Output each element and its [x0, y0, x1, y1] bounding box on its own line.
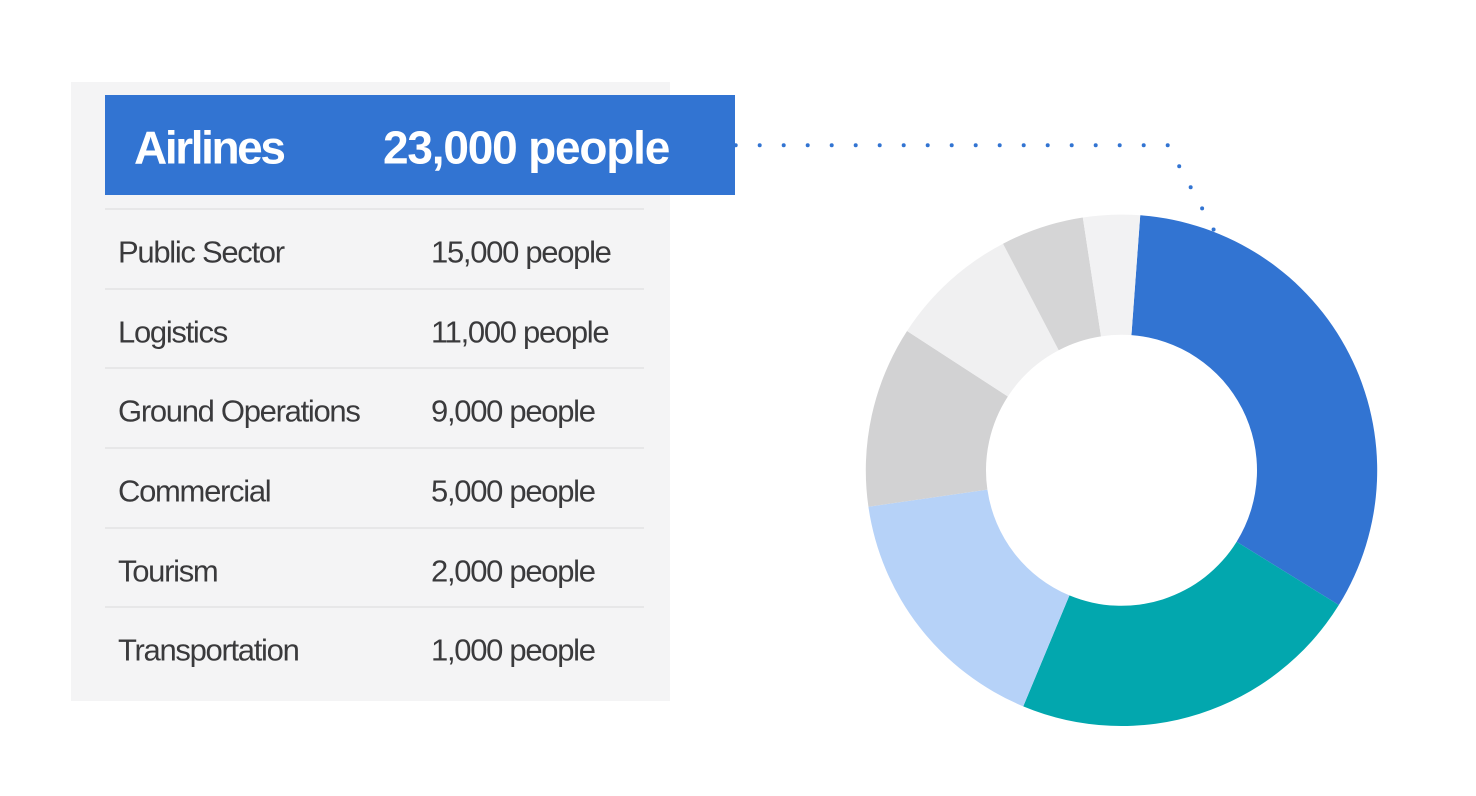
table-row-logistics[interactable]: Logistics 11,000 people	[105, 287, 644, 368]
highlight-row-airlines[interactable]: Airlines 23,000 people	[105, 95, 735, 195]
table-row-commercial[interactable]: Commercial 5,000 people	[105, 447, 644, 527]
table-row-ground-operations[interactable]: Ground Operations 9,000 people	[105, 367, 644, 447]
table-row-transportation[interactable]: Transportation 1,000 people	[105, 606, 644, 686]
donut-segment-tourism[interactable]	[1003, 217, 1102, 351]
donut-segment-logistics[interactable]	[868, 489, 1070, 707]
donut-segment-ground-operations[interactable]	[865, 331, 1008, 507]
row-value: 15,000 people	[431, 234, 612, 270]
row-label: Transportation	[118, 632, 300, 668]
row-label: Commercial	[118, 473, 272, 509]
table-row-tourism[interactable]: Tourism 2,000 people	[105, 526, 644, 607]
donut-segment-airlines[interactable]	[1131, 215, 1378, 606]
row-value: 9,000 people	[431, 393, 596, 429]
donut-segment-commercial[interactable]	[907, 243, 1059, 397]
row-label: Logistics	[118, 313, 228, 349]
highlight-row-value: 23,000 people	[383, 121, 670, 174]
category-rows: Public Sector 15,000 people Logistics 11…	[105, 208, 644, 686]
row-value: 11,000 people	[431, 313, 610, 349]
table-row-public-sector[interactable]: Public Sector 15,000 people	[105, 208, 644, 288]
highlight-banner-background	[105, 95, 735, 195]
dotted-connector-line	[733, 143, 1217, 233]
donut-segment-public-sector[interactable]	[1023, 541, 1339, 726]
row-label: Tourism	[118, 552, 219, 588]
row-value: 5,000 people	[431, 473, 596, 509]
row-value: 2,000 people	[431, 552, 596, 588]
highlight-row-label: Airlines	[134, 121, 286, 174]
row-label: Public Sector	[118, 234, 285, 270]
row-label: Ground Operations	[118, 393, 361, 429]
donut-segments[interactable]	[865, 214, 1378, 726]
row-value: 1,000 people	[431, 632, 596, 668]
donut-segment-transportation[interactable]	[1082, 214, 1141, 337]
